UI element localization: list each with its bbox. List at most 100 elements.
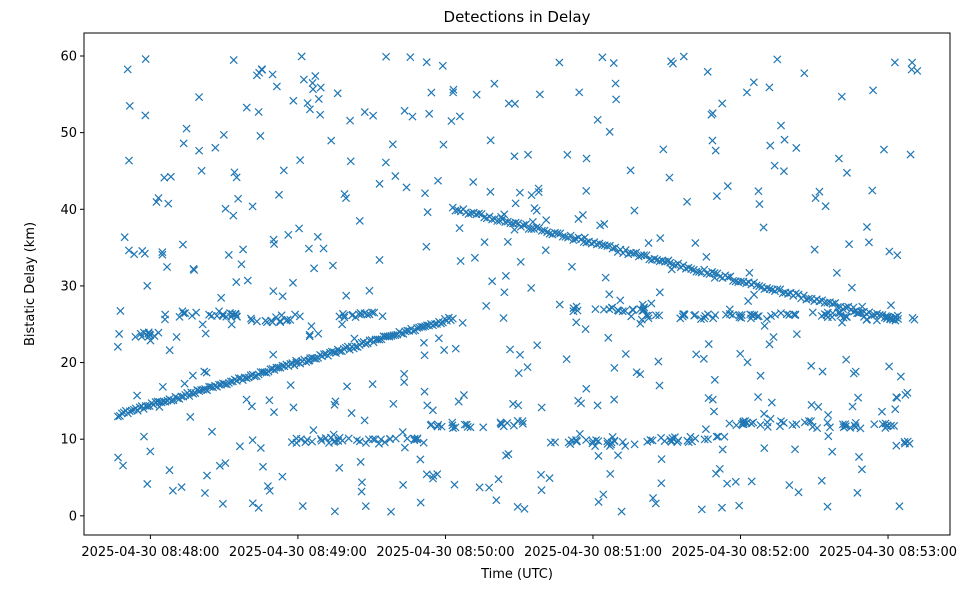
data-point — [533, 341, 542, 350]
data-point — [708, 395, 717, 404]
data-point — [309, 85, 318, 94]
data-point — [845, 240, 854, 249]
data-point — [628, 305, 637, 314]
data-point — [765, 83, 774, 92]
data-point — [224, 250, 233, 259]
data-point — [606, 469, 615, 478]
data-point — [248, 499, 257, 508]
data-point — [763, 283, 772, 292]
data-point — [651, 499, 660, 508]
data-point — [770, 310, 779, 319]
data-point — [910, 315, 919, 324]
data-point — [703, 435, 712, 444]
data-point — [575, 429, 584, 438]
data-point — [278, 292, 287, 301]
data-point — [886, 301, 895, 310]
data-point — [163, 262, 172, 271]
data-point — [885, 247, 894, 256]
data-point — [166, 172, 175, 181]
data-point — [267, 316, 276, 325]
data-point — [263, 482, 272, 491]
data-point — [863, 315, 872, 324]
data-point — [242, 103, 251, 112]
data-point — [449, 88, 458, 97]
data-point — [792, 330, 801, 339]
data-point — [399, 480, 408, 489]
data-point — [344, 434, 353, 443]
data-point — [329, 430, 338, 439]
data-point — [530, 204, 539, 213]
data-point — [649, 494, 658, 503]
data-point — [462, 420, 471, 429]
data-point — [400, 106, 409, 115]
data-point — [810, 245, 819, 254]
data-point — [428, 406, 437, 415]
data-point — [776, 417, 786, 426]
data-point — [124, 246, 133, 255]
data-point — [712, 469, 721, 478]
data-point — [536, 470, 546, 479]
data-point — [592, 436, 601, 445]
data-point — [629, 249, 638, 258]
data-point — [694, 267, 704, 276]
data-point — [317, 436, 326, 445]
data-point — [794, 488, 803, 497]
data-point — [419, 338, 428, 347]
data-point — [881, 312, 890, 321]
data-point — [234, 194, 243, 203]
data-point — [901, 390, 910, 399]
data-point — [562, 355, 571, 364]
data-point — [654, 357, 663, 366]
data-point — [593, 115, 602, 124]
data-point — [864, 238, 873, 247]
data-point — [765, 285, 774, 294]
data-point — [815, 297, 824, 306]
data-point — [304, 244, 313, 253]
data-point — [278, 472, 287, 481]
data-point — [799, 291, 808, 300]
data-point — [567, 262, 576, 271]
data-point — [828, 299, 837, 308]
data-point — [813, 424, 822, 433]
data-point — [834, 308, 843, 317]
data-point — [566, 440, 575, 449]
data-point — [605, 127, 614, 136]
data-point — [429, 474, 438, 483]
data-point — [200, 367, 209, 376]
data-point — [704, 393, 713, 402]
data-point — [485, 483, 494, 492]
data-point — [603, 437, 612, 446]
data-point — [804, 294, 814, 303]
data-point — [892, 441, 901, 450]
data-point — [895, 502, 904, 511]
data-point — [687, 264, 696, 274]
data-point — [820, 310, 829, 319]
data-point — [760, 321, 769, 330]
data-point — [692, 350, 701, 359]
data-point — [776, 285, 785, 294]
data-point — [355, 216, 364, 225]
data-point — [316, 83, 325, 92]
data-point — [268, 70, 277, 79]
data-point — [749, 78, 758, 87]
data-point — [305, 330, 314, 339]
data-point — [714, 432, 723, 441]
data-point — [856, 424, 865, 433]
data-point — [545, 474, 554, 483]
data-point — [235, 442, 244, 451]
data-point — [527, 191, 536, 200]
data-point — [486, 136, 495, 145]
data-point — [657, 455, 666, 464]
data-point — [155, 402, 164, 411]
data-point — [553, 229, 562, 238]
data-point — [503, 237, 512, 246]
data-point — [509, 421, 518, 430]
data-point — [195, 146, 204, 155]
data-point — [141, 55, 150, 64]
data-point — [466, 423, 475, 432]
data-point — [368, 435, 378, 444]
data-point — [791, 445, 800, 454]
data-point — [644, 311, 653, 320]
data-point — [365, 310, 374, 319]
